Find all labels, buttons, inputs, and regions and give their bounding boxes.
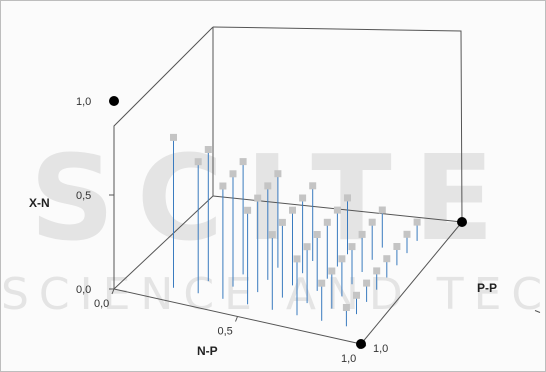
z-axis-title: X-N	[29, 196, 50, 210]
grey-point	[313, 231, 321, 238]
grey-point	[344, 194, 351, 202]
grey-point	[170, 133, 177, 141]
pp-axis-line	[360, 221, 463, 345]
x-tick-label: 0,0	[94, 298, 109, 310]
grey-point	[239, 158, 247, 166]
grey-point	[358, 230, 366, 238]
x-tick-label: 1,0	[341, 353, 356, 365]
grey-point	[274, 170, 282, 178]
grey-point	[363, 279, 371, 287]
data-markers	[109, 96, 467, 349]
grey-point	[289, 206, 296, 214]
x-tick	[235, 316, 238, 322]
grey-point	[309, 182, 317, 190]
grey-point	[328, 267, 336, 275]
grey-point	[333, 206, 341, 214]
grey-point	[338, 255, 346, 263]
grey-point	[383, 255, 391, 263]
grey-point	[353, 291, 360, 299]
y-tick	[534, 310, 541, 313]
box-back-left-face	[113, 26, 214, 289]
grey-point	[299, 194, 307, 202]
grey-point	[323, 218, 331, 226]
grey-point	[373, 267, 381, 275]
x-axis-title: N-P	[197, 344, 218, 358]
grey-point	[278, 218, 286, 226]
grey-point	[268, 231, 276, 239]
grey-point	[194, 158, 202, 166]
grey-point	[348, 243, 356, 251]
grey-point	[403, 230, 411, 238]
grey-point	[264, 182, 272, 190]
drop-lines	[173, 137, 418, 327]
axis-labels: X-N N-P P-P	[29, 196, 497, 358]
grey-point	[244, 206, 252, 214]
x-tick-label: 0,5	[218, 326, 233, 338]
y-tick-label: 1,0	[373, 343, 388, 355]
tick-marks: 0,00,00,00,50,50,51,01,01,0	[76, 96, 541, 365]
grey-point	[204, 146, 212, 153]
box-floor-left-edge	[113, 195, 214, 290]
z-tick-label: 0,0	[76, 284, 91, 296]
vertex-point	[457, 217, 467, 227]
z-tick-label: 0,5	[76, 190, 91, 202]
grey-point	[318, 279, 326, 287]
grey-point	[229, 170, 237, 178]
y-axis-title: P-P	[477, 281, 497, 295]
z-tick-label: 1,0	[76, 96, 91, 108]
vertex-point	[109, 96, 119, 106]
grey-point	[219, 182, 227, 190]
grey-point	[303, 243, 311, 251]
grey-point	[378, 206, 386, 214]
grey-point	[254, 194, 262, 202]
grey-point	[293, 255, 301, 263]
vertex-point	[356, 339, 366, 349]
grey-point	[393, 243, 401, 250]
grey-point	[413, 218, 421, 226]
grey-point	[342, 304, 350, 311]
box-back-right-face	[212, 26, 463, 223]
plot-box	[113, 26, 463, 345]
x-tick	[111, 288, 115, 295]
grey-point	[368, 218, 376, 226]
